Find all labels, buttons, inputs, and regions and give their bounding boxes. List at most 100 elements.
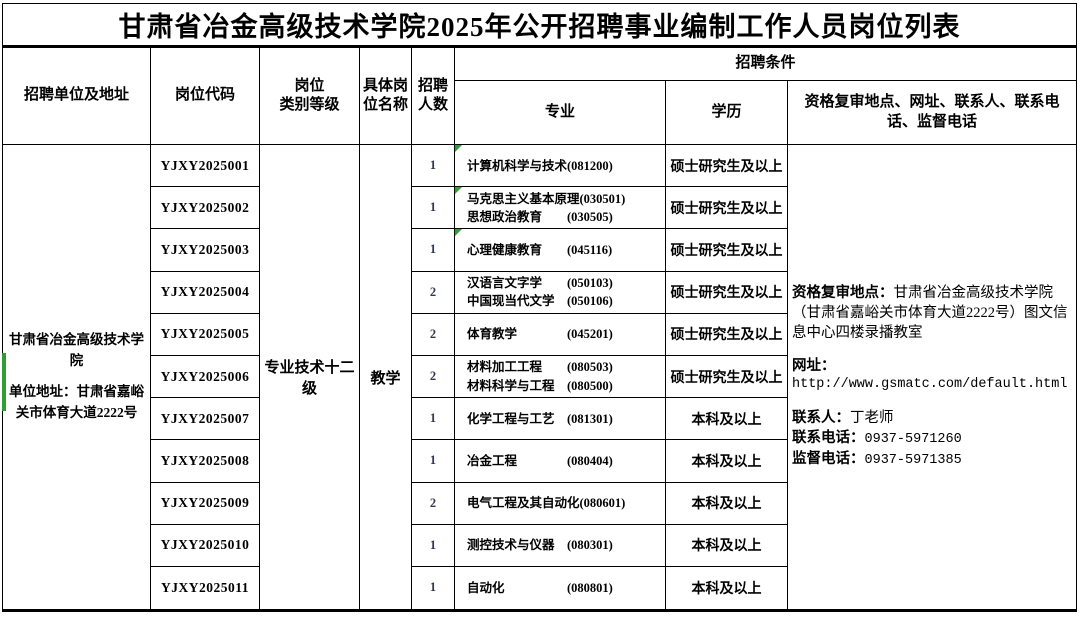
contact-phone-value: 0937-5971260 [864, 431, 962, 447]
col-header-job-title: 具体岗 位名称 [360, 48, 412, 145]
excel-flag-icon [455, 229, 462, 237]
table-row-count: 2 [412, 355, 455, 399]
major-name: 计算机科学与技术 [467, 158, 568, 173]
table-row-code: YJXY2025010 [151, 524, 260, 567]
col-header-count: 招聘 人数 [412, 48, 455, 145]
major-code: (080801) [567, 580, 613, 595]
contact-person-label: 联系人： [792, 409, 850, 426]
supervise-phone-label: 监督电话： [792, 451, 865, 468]
supervise-phone-value: 0937-5971385 [864, 453, 962, 469]
major-name: 测控技术与仪器 [467, 538, 555, 553]
table-row-major: 测控技术与仪器 (080301) [455, 524, 666, 567]
major-code: (081301) [567, 411, 613, 426]
table-row-code: YJXY2025006 [151, 355, 260, 399]
col-header-category-line2: 类别等级 [279, 97, 340, 113]
table-row-major: 计算机科学与技术 (081200) [455, 145, 666, 188]
table-row-major: 汉语言文字学 (050103) 中国现当代文学 (050106) [455, 271, 666, 314]
table-row-count: 1 [412, 398, 455, 441]
table-row-degree: 本科及以上 [666, 440, 788, 483]
table-row-degree: 硕士研究生及以上 [666, 145, 788, 188]
table-row-degree: 硕士研究生及以上 [666, 271, 788, 314]
table-row-major: 电气工程及其自动化 (080601) [455, 482, 666, 525]
table-row-code: YJXY2025001 [151, 145, 260, 188]
table-row-count: 2 [412, 482, 455, 525]
major-code: (030505) [567, 209, 613, 224]
table-row-count: 1 [412, 145, 455, 188]
review-location-value: 甘肃省冶金高级技术学院（甘肃省嘉峪关市体育大道2222号）图文信息中心四楼录播教… [792, 285, 1068, 342]
major-name: 材料科学与工程 [467, 378, 555, 393]
major-name: 心理健康教育 [467, 242, 543, 257]
table-row-degree: 硕士研究生及以上 [666, 229, 788, 272]
contact-phone-label: 联系电话： [792, 429, 865, 446]
major-code: (080301) [567, 538, 613, 553]
group-header-conditions: 招聘条件 [455, 48, 1076, 81]
major-name: 马克思主义基本原理 [467, 191, 580, 206]
major-name: 电气工程及其自动化 [467, 496, 580, 511]
col-header-major: 专业 [455, 81, 666, 145]
col-header-category-line1: 岗位 [294, 77, 325, 94]
table-row-code: YJXY2025003 [151, 229, 260, 272]
table-row-code: YJXY2025005 [151, 313, 260, 356]
col-header-contact: 资格复审地点、网址、联系人、联系电话、监督电话 [788, 81, 1076, 145]
table-row-major: 化学工程与工艺 (081301) [455, 398, 666, 441]
major-name: 思想政治教育 [467, 209, 543, 224]
review-location-paragraph: 资格复审地点：甘肃省冶金高级技术学院（甘肃省嘉峪关市体育大道2222号）图文信息… [792, 283, 1072, 343]
website-url: http://www.gsmatc.com/default.html [792, 377, 1068, 393]
major-name: 体育教学 [467, 327, 518, 342]
major-code: (030501) [579, 191, 626, 206]
col-header-unit: 招聘单位及地址 [3, 48, 151, 145]
table-row-degree: 本科及以上 [666, 482, 788, 525]
major-name: 中国现当代文学 [467, 294, 555, 309]
col-header-count-line2: 人数 [417, 97, 448, 113]
table-row-major: 体育教学 (045201) [455, 313, 666, 356]
table-row-count: 1 [412, 566, 455, 610]
table-row-code: YJXY2025002 [151, 187, 260, 230]
table-row-count: 1 [412, 440, 455, 483]
table-row-count: 2 [412, 271, 455, 314]
table-row-code: YJXY2025009 [151, 482, 260, 525]
major-name: 材料加工工程 [467, 360, 543, 375]
website-paragraph: 网址： http://www.gsmatc.com/default.html [792, 356, 1067, 395]
table-row-count: 2 [412, 313, 455, 356]
category-grade-cell: 专业技术十二级 [260, 145, 360, 610]
table-row-count: 1 [412, 187, 455, 230]
major-code: (050103) [567, 276, 613, 291]
table-row-major: 材料加工工程 (080503) 材料科学与工程 (080500) [455, 355, 666, 399]
table-row-degree: 本科及以上 [666, 566, 788, 610]
website-label: 网址： [792, 358, 836, 375]
col-header-job-line1: 具体岗 [362, 77, 408, 94]
job-title-cell: 教学 [360, 145, 412, 610]
contact-person-value: 丁老师 [850, 409, 894, 426]
table-row-major: 自动化 (080801) [455, 566, 666, 610]
major-name: 自动化 [467, 580, 505, 595]
major-code: (045116) [567, 242, 613, 257]
table-row-major: 马克思主义基本原理 (030501) 思想政治教育 (030505) [455, 187, 666, 230]
col-header-count-line1: 招聘 [417, 77, 448, 94]
col-header-degree: 学历 [666, 81, 788, 145]
major-name: 冶金工程 [467, 453, 518, 468]
contact-info-cell: 资格复审地点：甘肃省冶金高级技术学院（甘肃省嘉峪关市体育大道2222号）图文信息… [788, 145, 1076, 609]
table-row-degree: 硕士研究生及以上 [666, 355, 788, 399]
table-row-code: YJXY2025008 [151, 440, 260, 483]
col-header-category: 岗位 类别等级 [260, 48, 360, 145]
major-code: (045201) [567, 327, 613, 342]
review-location-label: 资格复审地点： [792, 285, 894, 302]
table-row-code: YJXY2025007 [151, 398, 260, 441]
excel-flag-icon [455, 187, 462, 195]
col-header-job-line2: 位名称 [362, 97, 408, 113]
major-code: (080601) [579, 496, 626, 511]
unit-name: 甘肃省冶金高级技术学院 [9, 332, 144, 369]
excel-flag-icon [455, 145, 462, 152]
table-row-code: YJXY2025004 [151, 271, 260, 314]
page-title: 甘肃省冶金高级技术学院2025年公开招聘事业编制工作人员岗位列表 [3, 4, 1076, 48]
major-code: (080503) [567, 360, 613, 375]
table-row-degree: 本科及以上 [666, 398, 788, 441]
green-edge-marker [2, 353, 6, 411]
unit-and-address-cell: 甘肃省冶金高级技术学院 单位地址：甘肃省嘉峪关市体育大道2222号 [3, 145, 151, 610]
unit-address: 单位地址：甘肃省嘉峪关市体育大道2222号 [9, 384, 144, 420]
major-code: (050106) [567, 294, 613, 309]
table-row-degree: 硕士研究生及以上 [666, 187, 788, 230]
major-name: 汉语言文字学 [467, 276, 543, 291]
recruitment-table-sheet: 甘肃省冶金高级技术学院2025年公开招聘事业编制工作人员岗位列表 招聘单位及地址… [2, 3, 1077, 613]
table-row-major: 心理健康教育 (045116) [455, 229, 666, 272]
